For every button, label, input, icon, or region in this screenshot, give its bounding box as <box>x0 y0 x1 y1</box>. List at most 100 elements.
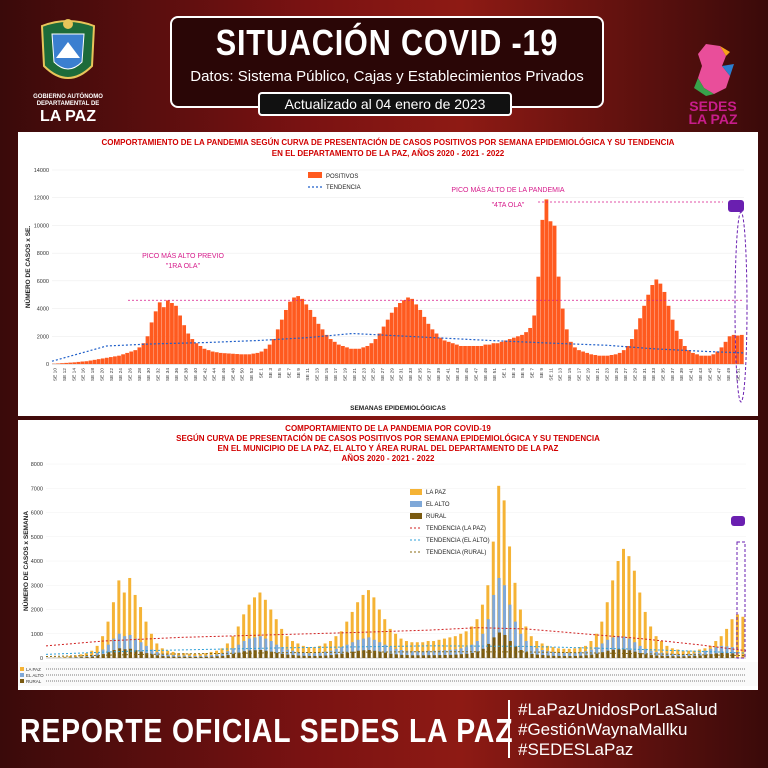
chart1-bar <box>560 308 565 364</box>
chart1-xtick-label: SE 38 <box>184 368 190 381</box>
chart1-xtick-label: SE 40 <box>193 368 199 381</box>
chart1-bar <box>406 297 410 364</box>
chart1-bar <box>662 291 667 364</box>
chart2-bar-el-alto <box>367 637 371 658</box>
chart1-bar <box>178 315 182 364</box>
chart2-bar-la-paz <box>670 648 674 658</box>
chart1-bar <box>695 354 699 364</box>
chart2-bar-rural <box>85 657 89 658</box>
chart1-title: COMPORTAMIENTO DE LA PANDEMIA SEGÚN CURV… <box>101 138 675 147</box>
chart2-bar-el-alto <box>399 649 403 658</box>
chart2-bar-rural <box>308 655 312 658</box>
chart1-bar <box>691 352 695 364</box>
chart2-bar-rural <box>677 656 681 658</box>
report-title: REPORTE OFICIAL SEDES LA PAZ <box>20 712 514 749</box>
chart2-bar-rural <box>335 654 339 658</box>
chart1-ytick-label: 12000 <box>34 196 49 202</box>
chart2-bar-el-alto <box>318 652 322 658</box>
chart2-bar-la-paz <box>649 626 653 658</box>
chart1-bar <box>654 279 659 364</box>
chart1-bar <box>528 327 533 364</box>
chart2-bar-la-paz <box>117 580 121 658</box>
chart2-bar-rural <box>590 654 594 658</box>
chart2-bar-la-paz <box>334 636 338 658</box>
chart2-bar-la-paz <box>665 645 669 658</box>
chart2-bar-el-alto <box>709 648 713 658</box>
chart1-bar <box>638 318 642 364</box>
chart1-xtick-label: SE 19 <box>343 368 349 381</box>
chart2-bar-el-alto <box>676 654 680 658</box>
chart2-bar-rural <box>454 654 458 658</box>
chart1-xtick-label: SE 47 <box>717 368 723 381</box>
chart2-bar-el-alto <box>264 638 268 658</box>
chart2-bar-la-paz <box>258 592 262 658</box>
chart2-bar-la-paz <box>247 604 251 658</box>
chart2-bar-la-paz <box>432 641 436 658</box>
chart1-bar <box>361 347 366 364</box>
chart2-bar-el-alto <box>323 651 327 658</box>
chart1-bar <box>564 329 569 364</box>
chart1-bar <box>467 345 471 364</box>
chart1-xtick-label: SE 19 <box>586 368 592 381</box>
chart1-bar <box>174 305 178 364</box>
chart1-xtick-label: SE 51 <box>492 368 498 381</box>
chart1-bar <box>499 341 504 364</box>
chart2-bar-la-paz <box>366 590 370 658</box>
chart1-bar <box>516 336 520 364</box>
chart2-bar-la-paz <box>144 621 148 658</box>
chart2-bar-la-paz <box>638 592 642 658</box>
chart1-bar <box>581 351 585 364</box>
chart1-xtick-label: SE 16 <box>81 368 87 381</box>
chart2-bar-el-alto <box>215 654 219 658</box>
chart2-bar-el-alto <box>307 653 311 658</box>
chart1-bar <box>597 355 602 364</box>
chart1-xtick-label: SE 39 <box>679 368 685 381</box>
chart2-bar-rural <box>687 656 691 658</box>
chart2-bar-el-alto <box>155 651 159 658</box>
chart1-bar <box>593 354 598 364</box>
chart2-bar-rural <box>161 656 165 658</box>
chart1-bar <box>670 319 675 364</box>
chart1-bar <box>422 316 427 364</box>
chart1-xtick-label: SE 27 <box>623 368 629 381</box>
chart1-bar <box>296 296 301 364</box>
chart2-bar-el-alto <box>237 644 241 658</box>
chart1-bar <box>609 354 614 364</box>
chart2-bar-el-alto <box>421 651 425 658</box>
chart1-bar <box>552 225 557 364</box>
chart2-bar-rural <box>649 655 653 658</box>
chart2-bar-el-alto <box>492 594 496 658</box>
chart1-bar <box>129 351 134 364</box>
chart1-xtick-label: SE 44 <box>212 368 218 381</box>
chart2-bar-el-alto <box>568 652 572 658</box>
hand-pointer-icon <box>731 516 745 526</box>
chart1-bar <box>487 344 492 364</box>
chart2-bar-el-alto <box>410 651 414 658</box>
chart1-ytick-label: 10000 <box>34 223 49 229</box>
chart2-bar-el-alto <box>199 655 203 658</box>
chart2-bar-la-paz <box>632 570 636 658</box>
chart2-bar-el-alto <box>508 604 512 658</box>
chart2-bar-el-alto <box>139 642 143 658</box>
chart2-bar-rural <box>682 656 686 658</box>
chart1-bar <box>454 344 459 364</box>
chart1-bar <box>389 312 394 364</box>
chart1-xtick-label: SE 3 <box>511 368 517 379</box>
chart2-ytick-label: 2000 <box>31 608 43 614</box>
chart1-xtick-label: SE 21 <box>352 368 358 381</box>
chart1-xtick-label: SE 15 <box>324 368 330 381</box>
chart2-bar-el-alto <box>720 645 724 658</box>
chart1-legend-tendencia: TENDENCIA <box>326 185 361 191</box>
chart1-bar <box>495 343 500 364</box>
chart1-bar <box>442 340 447 364</box>
chart2-legend-label: RURAL <box>426 514 447 520</box>
chart2-bar-el-alto <box>351 642 355 658</box>
chart2-bar-rural <box>394 654 398 658</box>
chart2-bar-la-paz <box>453 636 457 658</box>
chart2-bar-rural <box>660 655 664 658</box>
chart1-bar <box>613 354 618 364</box>
chart2-bar-el-alto <box>134 638 138 658</box>
chart2-bar-rural <box>476 651 480 658</box>
chart2-ytick-label: 4000 <box>31 559 43 565</box>
chart2-bar-rural <box>671 656 675 658</box>
